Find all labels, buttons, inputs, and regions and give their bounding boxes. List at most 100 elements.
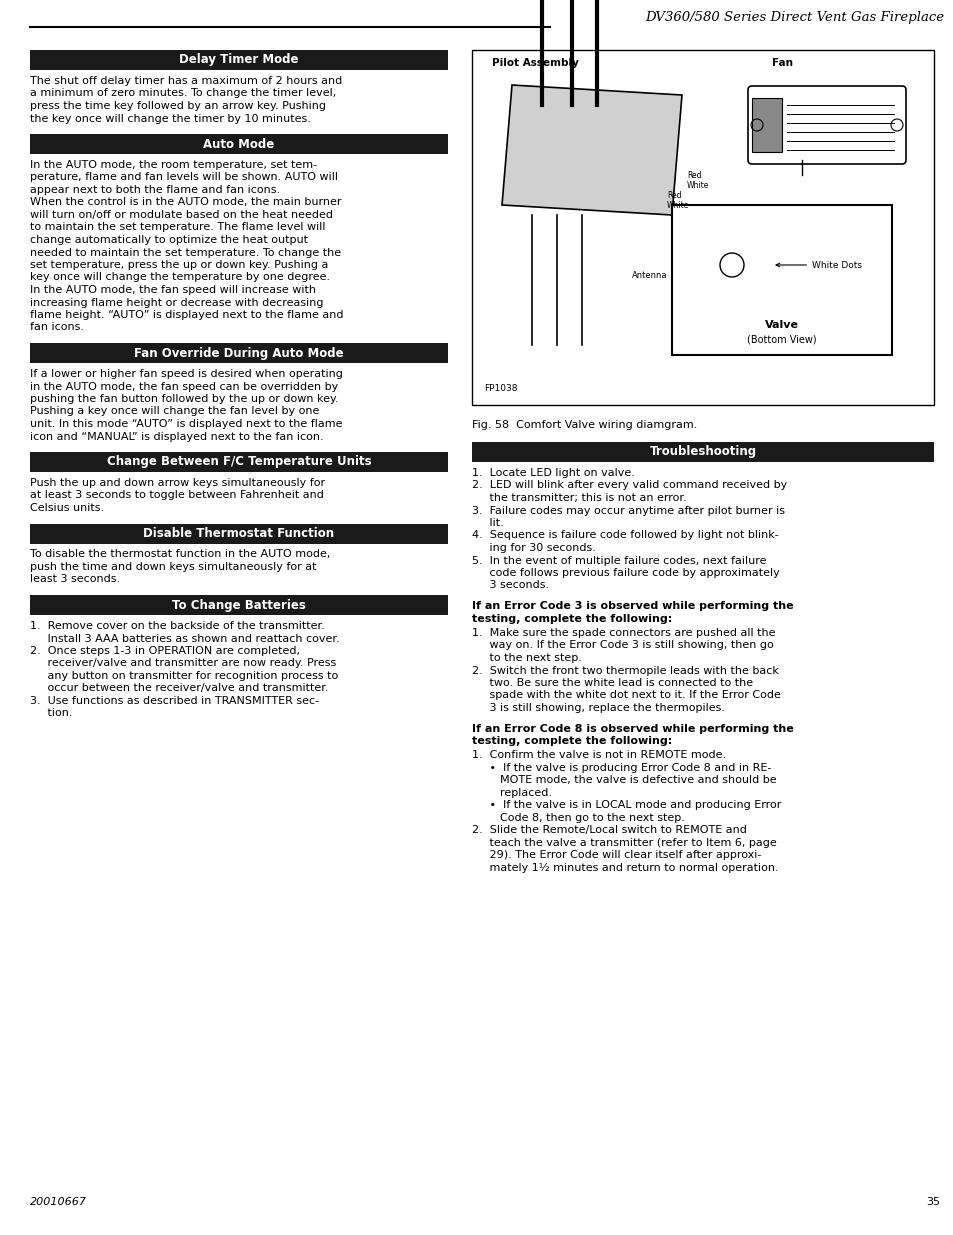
Text: •  If the valve is in LOCAL mode and producing Error: • If the valve is in LOCAL mode and prod…: [472, 800, 781, 810]
Text: unit. In this mode “AUTO” is displayed next to the flame: unit. In this mode “AUTO” is displayed n…: [30, 419, 342, 429]
Text: set temperature, press the up or down key. Pushing a: set temperature, press the up or down ke…: [30, 261, 328, 270]
Text: MOTE mode, the valve is defective and should be: MOTE mode, the valve is defective and sh…: [472, 776, 776, 785]
Text: the transmitter; this is not an error.: the transmitter; this is not an error.: [472, 493, 686, 503]
Text: Fan Override During Auto Mode: Fan Override During Auto Mode: [134, 347, 343, 359]
Text: Disable Thermostat Function: Disable Thermostat Function: [143, 527, 335, 540]
Text: •  If the valve is producing Error Code 8 and in RE-: • If the valve is producing Error Code 8…: [472, 763, 771, 773]
Text: key once will change the temperature by one degree.: key once will change the temperature by …: [30, 273, 330, 283]
Text: teach the valve a transmitter (refer to Item 6, page: teach the valve a transmitter (refer to …: [472, 839, 776, 848]
Text: Fig. 58  Comfort Valve wiring diamgram.: Fig. 58 Comfort Valve wiring diamgram.: [472, 420, 697, 430]
Text: press the time key followed by an arrow key. Pushing: press the time key followed by an arrow …: [30, 101, 326, 111]
Text: two. Be sure the white lead is connected to the: two. Be sure the white lead is connected…: [472, 678, 752, 688]
Text: tion.: tion.: [30, 709, 72, 719]
Text: a minimum of zero minutes. To change the timer level,: a minimum of zero minutes. To change the…: [30, 89, 335, 99]
Text: ing for 30 seconds.: ing for 30 seconds.: [472, 543, 596, 553]
Text: replaced.: replaced.: [472, 788, 552, 798]
FancyBboxPatch shape: [30, 595, 448, 615]
FancyBboxPatch shape: [747, 86, 905, 164]
FancyBboxPatch shape: [30, 135, 448, 154]
Text: 2.  Once steps 1-3 in OPERATION are completed,: 2. Once steps 1-3 in OPERATION are compl…: [30, 646, 299, 656]
Text: occur between the receiver/valve and transmitter.: occur between the receiver/valve and tra…: [30, 683, 328, 694]
Text: Auto Mode: Auto Mode: [203, 137, 274, 151]
Text: Code 8, then go to the next step.: Code 8, then go to the next step.: [472, 813, 684, 823]
Text: (Bottom View): (Bottom View): [746, 335, 816, 345]
Text: 3 is still showing, replace the thermopiles.: 3 is still showing, replace the thermopi…: [472, 703, 724, 713]
Text: White: White: [686, 180, 709, 189]
Text: change automatically to optimize the heat output: change automatically to optimize the hea…: [30, 235, 308, 245]
Text: In the AUTO mode, the room temperature, set tem-: In the AUTO mode, the room temperature, …: [30, 161, 316, 170]
Text: least 3 seconds.: least 3 seconds.: [30, 574, 120, 584]
FancyBboxPatch shape: [30, 524, 448, 543]
Text: 3 seconds.: 3 seconds.: [472, 580, 549, 590]
Polygon shape: [501, 85, 681, 215]
Text: Pushing a key once will change the fan level by one: Pushing a key once will change the fan l…: [30, 406, 319, 416]
Text: flame height. “AUTO” is displayed next to the flame and: flame height. “AUTO” is displayed next t…: [30, 310, 343, 320]
Text: testing, complete the following:: testing, complete the following:: [472, 736, 672, 746]
Text: 1.  Locate LED light on valve.: 1. Locate LED light on valve.: [472, 468, 634, 478]
Text: 3.  Use functions as described in TRANSMITTER sec-: 3. Use functions as described in TRANSMI…: [30, 697, 319, 706]
Text: Push the up and down arrow keys simultaneously for: Push the up and down arrow keys simultan…: [30, 478, 325, 488]
Text: To Change Batteries: To Change Batteries: [172, 599, 306, 611]
Text: FP1038: FP1038: [483, 384, 517, 393]
Text: DV360/580 Series Direct Vent Gas Fireplace: DV360/580 Series Direct Vent Gas Firepla…: [644, 11, 943, 23]
FancyBboxPatch shape: [30, 452, 448, 472]
Text: testing, complete the following:: testing, complete the following:: [472, 614, 672, 624]
Text: 35: 35: [925, 1197, 939, 1207]
Text: Red: Red: [686, 170, 700, 179]
FancyBboxPatch shape: [30, 49, 448, 70]
Text: Pilot Assembly: Pilot Assembly: [492, 58, 578, 68]
Text: perature, flame and fan levels will be shown. AUTO will: perature, flame and fan levels will be s…: [30, 173, 337, 183]
FancyBboxPatch shape: [472, 49, 933, 405]
Text: fan icons.: fan icons.: [30, 322, 84, 332]
Text: spade with the white dot next to it. If the Error Code: spade with the white dot next to it. If …: [472, 690, 781, 700]
Text: 4.  Sequence is failure code followed by light not blink-: 4. Sequence is failure code followed by …: [472, 531, 778, 541]
Text: needed to maintain the set temperature. To change the: needed to maintain the set temperature. …: [30, 247, 341, 258]
Text: the key once will change the timer by 10 minutes.: the key once will change the timer by 10…: [30, 114, 311, 124]
Text: receiver/valve and transmitter are now ready. Press: receiver/valve and transmitter are now r…: [30, 658, 335, 668]
Text: way on. If the Error Code 3 is still showing, then go: way on. If the Error Code 3 is still sho…: [472, 641, 773, 651]
Text: If an Error Code 3 is observed while performing the: If an Error Code 3 is observed while per…: [472, 601, 793, 611]
Text: When the control is in the AUTO mode, the main burner: When the control is in the AUTO mode, th…: [30, 198, 341, 207]
Text: Install 3 AAA batteries as shown and reattach cover.: Install 3 AAA batteries as shown and rea…: [30, 634, 339, 643]
Text: To disable the thermostat function in the AUTO mode,: To disable the thermostat function in th…: [30, 550, 330, 559]
Text: White: White: [666, 200, 689, 210]
Text: Red: Red: [666, 190, 680, 200]
Text: icon and “MANUAL” is displayed next to the fan icon.: icon and “MANUAL” is displayed next to t…: [30, 431, 323, 441]
Text: to the next step.: to the next step.: [472, 653, 581, 663]
Text: 3.  Failure codes may occur anytime after pilot burner is: 3. Failure codes may occur anytime after…: [472, 505, 784, 515]
Text: 1.  Confirm the valve is not in REMOTE mode.: 1. Confirm the valve is not in REMOTE mo…: [472, 751, 725, 761]
Text: 2.  LED will blink after every valid command received by: 2. LED will blink after every valid comm…: [472, 480, 786, 490]
Text: lit.: lit.: [472, 517, 503, 529]
FancyBboxPatch shape: [751, 98, 781, 152]
Text: any button on transmitter for recognition process to: any button on transmitter for recognitio…: [30, 671, 338, 680]
Text: White Dots: White Dots: [775, 261, 862, 269]
Text: 1.  Make sure the spade connectors are pushed all the: 1. Make sure the spade connectors are pu…: [472, 629, 775, 638]
Text: 5.  In the event of multiple failure codes, next failure: 5. In the event of multiple failure code…: [472, 556, 765, 566]
Text: In the AUTO mode, the fan speed will increase with: In the AUTO mode, the fan speed will inc…: [30, 285, 315, 295]
Text: push the time and down keys simultaneously for at: push the time and down keys simultaneous…: [30, 562, 316, 572]
Text: Troubleshooting: Troubleshooting: [649, 446, 756, 458]
Text: in the AUTO mode, the fan speed can be overridden by: in the AUTO mode, the fan speed can be o…: [30, 382, 338, 391]
Text: Change Between F/C Temperature Units: Change Between F/C Temperature Units: [107, 456, 371, 468]
Text: Delay Timer Mode: Delay Timer Mode: [179, 53, 298, 67]
Text: mately 1½ minutes and return to normal operation.: mately 1½ minutes and return to normal o…: [472, 863, 778, 873]
Text: at least 3 seconds to toggle between Fahrenheit and: at least 3 seconds to toggle between Fah…: [30, 490, 323, 500]
Text: Valve: Valve: [764, 320, 799, 330]
Text: If an Error Code 8 is observed while performing the: If an Error Code 8 is observed while per…: [472, 724, 793, 734]
Text: to maintain the set temperature. The flame level will: to maintain the set temperature. The fla…: [30, 222, 325, 232]
Text: code follows previous failure code by approximately: code follows previous failure code by ap…: [472, 568, 779, 578]
Text: If a lower or higher fan speed is desired when operating: If a lower or higher fan speed is desire…: [30, 369, 342, 379]
FancyBboxPatch shape: [671, 205, 891, 354]
Text: 20010667: 20010667: [30, 1197, 87, 1207]
Text: pushing the fan button followed by the up or down key.: pushing the fan button followed by the u…: [30, 394, 338, 404]
FancyBboxPatch shape: [472, 442, 933, 462]
Text: will turn on/off or modulate based on the heat needed: will turn on/off or modulate based on th…: [30, 210, 333, 220]
Text: 2.  Slide the Remote/Local switch to REMOTE and: 2. Slide the Remote/Local switch to REMO…: [472, 825, 746, 836]
FancyBboxPatch shape: [30, 343, 448, 363]
Text: appear next to both the flame and fan icons.: appear next to both the flame and fan ic…: [30, 185, 280, 195]
Text: 29). The Error Code will clear itself after approxi-: 29). The Error Code will clear itself af…: [472, 851, 760, 861]
Text: 1.  Remove cover on the backside of the transmitter.: 1. Remove cover on the backside of the t…: [30, 621, 324, 631]
Text: The shut off delay timer has a maximum of 2 hours and: The shut off delay timer has a maximum o…: [30, 77, 342, 86]
Text: 2.  Switch the front two thermopile leads with the back: 2. Switch the front two thermopile leads…: [472, 666, 778, 676]
Text: Fan: Fan: [771, 58, 792, 68]
